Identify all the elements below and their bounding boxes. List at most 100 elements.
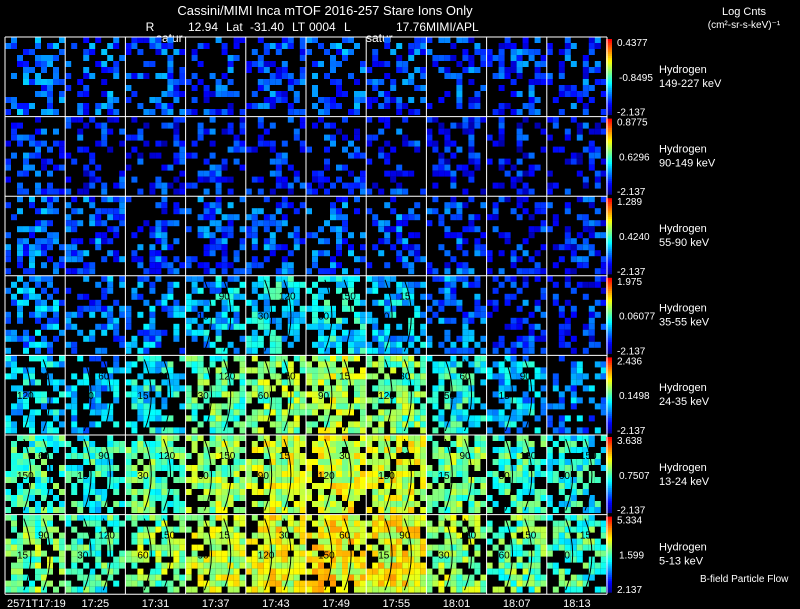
heatmap-cell bbox=[492, 305, 499, 312]
heatmap-cell bbox=[510, 256, 517, 263]
heatmap-cell bbox=[203, 158, 210, 165]
heatmap-cell bbox=[185, 403, 192, 410]
colorbar-segment bbox=[606, 302, 612, 305]
heatmap-cell bbox=[47, 281, 53, 288]
heatmap-cell bbox=[318, 116, 324, 123]
heatmap-cell bbox=[197, 232, 204, 239]
heatmap-cell bbox=[221, 520, 228, 527]
heatmap-cell bbox=[59, 164, 65, 171]
heatmap-cell bbox=[570, 435, 577, 441]
heatmap-cell bbox=[299, 568, 306, 575]
heatmap-cell bbox=[17, 544, 23, 551]
heatmap-cell bbox=[59, 299, 65, 306]
heatmap-cell bbox=[77, 556, 84, 563]
colorbar-segment bbox=[606, 450, 612, 453]
colorbar-segment bbox=[606, 188, 612, 191]
heatmap-cell bbox=[215, 385, 222, 392]
heatmap-cell bbox=[366, 134, 373, 141]
heatmap-cell bbox=[275, 281, 282, 288]
heatmap-cell bbox=[287, 483, 294, 489]
heatmap-cell bbox=[378, 441, 385, 447]
heatmap-cell bbox=[330, 574, 336, 581]
heatmap-cell bbox=[528, 403, 535, 410]
heatmap-cell bbox=[83, 268, 90, 275]
heatmap-cell bbox=[215, 550, 222, 557]
heatmap-cell bbox=[408, 538, 415, 545]
colorbar-segment bbox=[606, 230, 612, 233]
heatmap-cell bbox=[462, 323, 469, 330]
heatmap-cell bbox=[510, 176, 517, 183]
heatmap-cell bbox=[77, 568, 84, 575]
panel-r0-c8 bbox=[486, 37, 547, 115]
heatmap-cell bbox=[161, 538, 168, 545]
colorbar-max-label: 3.638 bbox=[617, 436, 642, 447]
heatmap-cell bbox=[257, 385, 264, 392]
heatmap-cell bbox=[287, 568, 294, 575]
heatmap-cell bbox=[534, 335, 541, 342]
heatmap-cell bbox=[588, 281, 595, 288]
heatmap-cell bbox=[299, 562, 306, 569]
heatmap-cell bbox=[191, 256, 198, 263]
heatmap-cell bbox=[95, 140, 102, 147]
heatmap-cell bbox=[522, 61, 529, 67]
heatmap-cell bbox=[149, 409, 156, 416]
heatmap-cell bbox=[179, 459, 186, 465]
heatmap-cell bbox=[372, 85, 379, 91]
heatmap-cell bbox=[287, 495, 294, 501]
heatmap-cell bbox=[444, 293, 451, 300]
heatmap-cell bbox=[348, 514, 354, 521]
heatmap-cell bbox=[107, 97, 114, 103]
heatmap-cell bbox=[360, 97, 366, 103]
heatmap-cell bbox=[245, 465, 252, 471]
heatmap-cell bbox=[498, 379, 505, 386]
heatmap-cell bbox=[336, 562, 342, 569]
heatmap-cell bbox=[131, 116, 138, 123]
heatmap-cell bbox=[269, 514, 276, 521]
heatmap-cell bbox=[119, 305, 126, 312]
heatmap-cell bbox=[215, 329, 222, 336]
heatmap-cell bbox=[263, 507, 270, 513]
heatmap-cell bbox=[41, 244, 47, 251]
colorbar-segment bbox=[606, 493, 612, 497]
heatmap-cell bbox=[522, 403, 529, 410]
heatmap-cell bbox=[480, 188, 487, 195]
heatmap-cell bbox=[420, 373, 427, 380]
heatmap-cell bbox=[378, 526, 385, 533]
heatmap-cell bbox=[354, 341, 360, 348]
heatmap-cell bbox=[372, 49, 379, 55]
heatmap-cell bbox=[251, 49, 258, 55]
heatmap-cell bbox=[468, 453, 475, 459]
panel-r3-c8 bbox=[486, 275, 547, 354]
heatmap-cell bbox=[372, 568, 379, 575]
pitch-angle-contour bbox=[223, 279, 232, 352]
heatmap-cell bbox=[89, 391, 96, 398]
heatmap-cell bbox=[450, 202, 457, 209]
heatmap-cell bbox=[131, 379, 138, 386]
heatmap-cell bbox=[113, 196, 120, 203]
heatmap-cell bbox=[41, 67, 47, 73]
heatmap-cell bbox=[221, 43, 228, 49]
heatmap-cell bbox=[41, 91, 47, 97]
heatmap-cell bbox=[516, 268, 523, 275]
heatmap-cell bbox=[330, 520, 336, 527]
heatmap-cell bbox=[275, 226, 282, 233]
heatmap-cell bbox=[233, 214, 240, 221]
heatmap-cell bbox=[552, 122, 559, 129]
heatmap-cell bbox=[197, 483, 204, 489]
heatmap-cell bbox=[588, 397, 595, 404]
heatmap-cell bbox=[390, 421, 397, 428]
panel-r1-c9 bbox=[546, 116, 607, 195]
heatmap-cell bbox=[564, 202, 571, 209]
heatmap-cell bbox=[203, 214, 210, 221]
heatmap-cell bbox=[263, 49, 270, 55]
colorbar-segment bbox=[606, 484, 612, 487]
heatmap-cell bbox=[119, 477, 126, 483]
heatmap-cell bbox=[155, 447, 162, 453]
heatmap-cell bbox=[35, 586, 41, 593]
heatmap-cell bbox=[131, 562, 138, 569]
heatmap-cell bbox=[227, 275, 234, 282]
heatmap-cell bbox=[287, 379, 294, 386]
